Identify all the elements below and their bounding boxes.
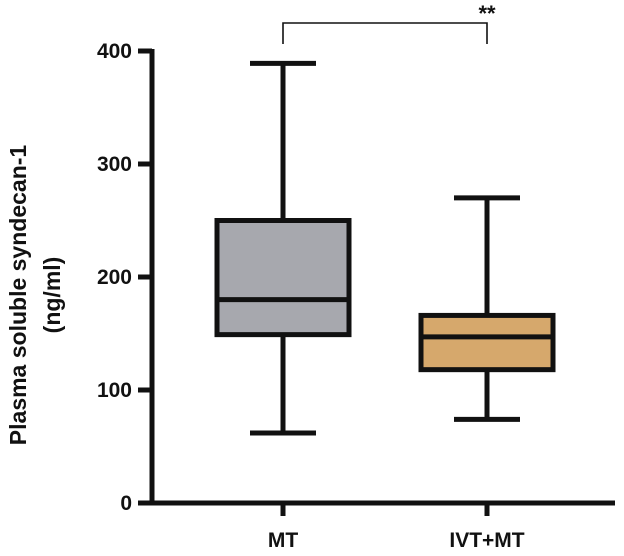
iqr-box (418, 312, 556, 373)
bracket-line (282, 22, 488, 44)
y-tick-label-200: 200 (97, 266, 132, 289)
x-axis: MT IVT+MT (150, 500, 615, 552)
box-series (214, 60, 556, 436)
significance-label: ** (478, 1, 496, 26)
box-1 (214, 60, 352, 436)
y-axis-label: Plasma soluble syndecan-1 (ng/ml) (5, 145, 65, 446)
y-tick-label-300: 300 (97, 153, 132, 176)
y-axis-label-line-1: Plasma soluble syndecan-1 (5, 145, 31, 446)
x-tick-label-1: MT (268, 529, 298, 552)
iqr-box (214, 218, 352, 338)
y-axis: 0 100 200 300 400 (97, 40, 155, 515)
y-tick-label-400: 400 (97, 40, 132, 63)
box-2 (418, 195, 556, 422)
y-axis-label-line-2: (ng/ml) (39, 257, 65, 334)
y-tick-label-0: 0 (120, 492, 132, 515)
y-tick-label-100: 100 (97, 379, 132, 402)
x-tick-label-2: IVT+MT (449, 529, 524, 552)
significance-bracket: ** (282, 1, 496, 44)
